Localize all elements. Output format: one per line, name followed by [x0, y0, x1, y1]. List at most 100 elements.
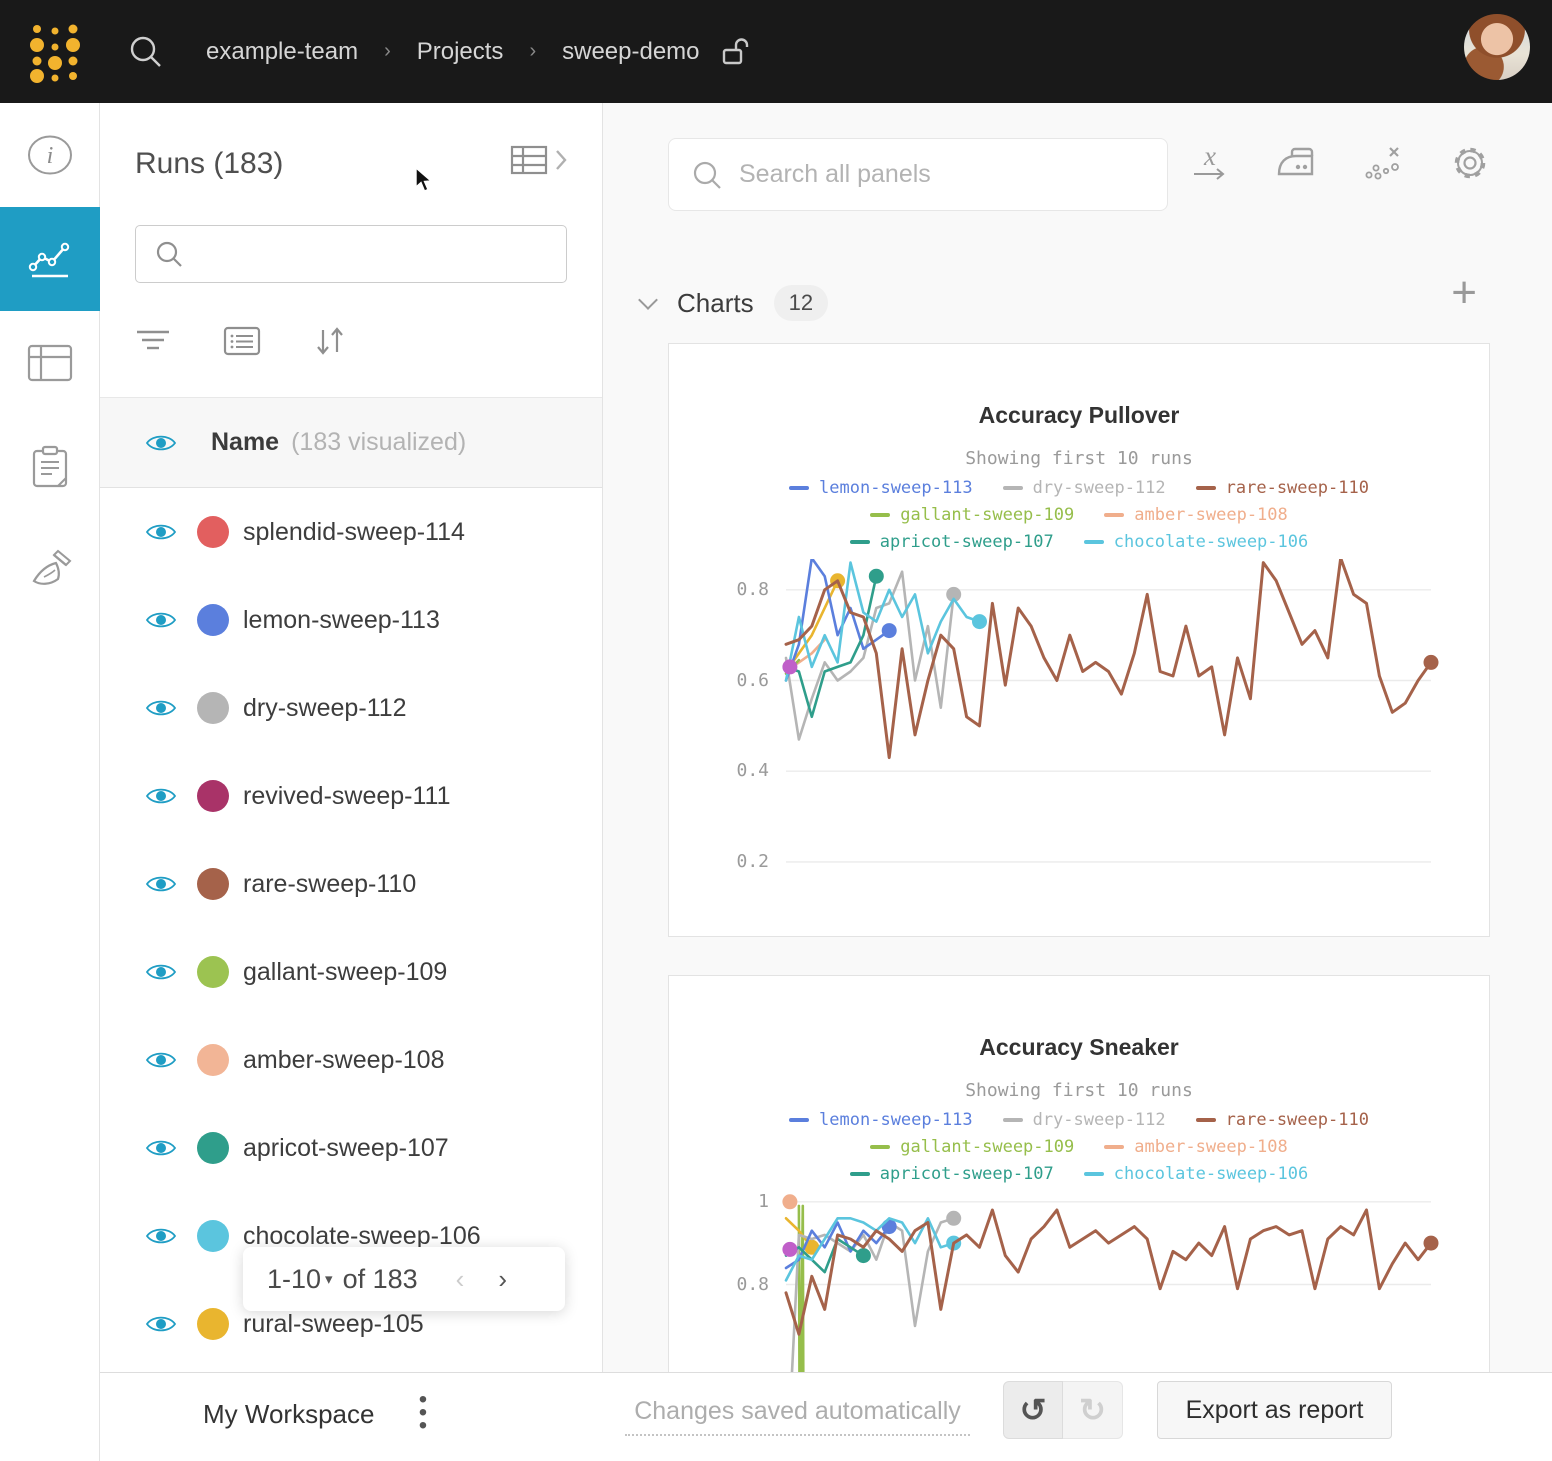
legend-item[interactable]: chocolate-sweep-106 [1083, 532, 1308, 552]
visibility-eye-icon[interactable] [145, 521, 177, 543]
legend-item[interactable]: amber-sweep-108 [1104, 1137, 1288, 1157]
panel-search-box[interactable] [668, 138, 1168, 211]
visibility-eye-icon[interactable] [145, 1049, 177, 1071]
search-icon[interactable] [128, 34, 164, 70]
visibility-all-eye-icon[interactable] [145, 432, 177, 454]
run-name[interactable]: amber-sweep-108 [243, 1045, 445, 1074]
chevron-down-icon[interactable] [638, 290, 658, 310]
legend-item[interactable]: lemon-sweep-113 [789, 478, 973, 498]
runs-header-name[interactable]: Name [211, 428, 280, 456]
visibility-eye-icon[interactable] [145, 521, 177, 543]
legend-item[interactable]: dry-sweep-112 [1002, 1110, 1166, 1130]
legend-item[interactable]: apricot-sweep-107 [849, 1164, 1054, 1184]
run-name[interactable]: dry-sweep-112 [243, 693, 407, 722]
run-name[interactable]: rare-sweep-110 [243, 869, 417, 898]
rail-item-notes[interactable] [0, 415, 100, 519]
legend-item[interactable]: rare-sweep-110 [1195, 478, 1369, 498]
run-name[interactable]: chocolate-sweep-106 [243, 1221, 481, 1250]
run-row[interactable]: rare-sweep-110 [100, 840, 602, 928]
runs-table-toggle-button[interactable] [510, 145, 568, 175]
filter-icon[interactable] [135, 328, 171, 354]
undo-button[interactable]: ↺ [1003, 1381, 1063, 1439]
rail-item-sweeps[interactable] [0, 519, 100, 623]
rail-item-tables[interactable] [0, 311, 100, 415]
visibility-eye-icon[interactable] [145, 697, 177, 719]
workspace-bottom-bar: My Workspace • • • Changes saved automatic… [100, 1372, 1552, 1461]
redo-button[interactable]: ↻ [1063, 1381, 1123, 1439]
run-name[interactable]: apricot-sweep-107 [243, 1133, 449, 1162]
run-name[interactable]: splendid-sweep-114 [243, 517, 465, 546]
breadcrumb-project[interactable]: sweep-demo [562, 37, 700, 65]
visibility-eye-icon[interactable] [145, 1313, 177, 1335]
chart-panel-accuracy-pullover[interactable]: Accuracy Pullover Showing first 10 runs le… [668, 343, 1490, 937]
sort-icon[interactable] [313, 326, 347, 356]
legend-item[interactable]: chocolate-sweep-106 [1083, 1164, 1308, 1184]
visibility-eye-icon[interactable] [145, 1225, 177, 1247]
breadcrumb-projects[interactable]: Projects [416, 37, 504, 65]
run-row[interactable]: lemon-sweep-113 [100, 576, 602, 664]
wandb-logo-icon[interactable] [25, 21, 83, 83]
rail-item-info[interactable]: i [0, 103, 100, 207]
rail-item-charts[interactable] [0, 207, 100, 311]
smoothing-iron-icon[interactable] [1276, 146, 1318, 180]
search-icon [156, 241, 182, 267]
chart-plot[interactable] [669, 559, 1490, 923]
visibility-eye-icon[interactable] [145, 609, 177, 631]
settings-gear-icon[interactable] [1450, 143, 1490, 183]
run-name[interactable]: rural-sweep-105 [243, 1309, 424, 1338]
legend-item[interactable]: dry-sweep-112 [1002, 478, 1166, 498]
pagination-range-dropdown[interactable]: 1-10 [267, 1263, 322, 1294]
visibility-eye-icon[interactable] [145, 1225, 177, 1247]
runs-search-input[interactable] [198, 241, 558, 267]
visibility-eye-icon[interactable] [145, 697, 177, 719]
run-row[interactable]: apricot-sweep-107 [100, 1104, 602, 1192]
run-name[interactable]: lemon-sweep-113 [243, 605, 440, 634]
panel-search-input[interactable] [739, 160, 1139, 189]
runs-search-box[interactable] [135, 225, 567, 283]
visibility-eye-icon[interactable] [145, 609, 177, 631]
run-row[interactable]: gallant-sweep-109 [100, 928, 602, 1016]
visibility-eye-icon[interactable] [145, 961, 177, 983]
visibility-eye-icon[interactable] [145, 1313, 177, 1335]
run-row[interactable]: revived-sweep-111 [100, 752, 602, 840]
visibility-eye-icon[interactable] [145, 785, 177, 807]
legend-item[interactable]: rare-sweep-110 [1195, 1110, 1369, 1130]
run-row[interactable]: amber-sweep-108 [100, 1016, 602, 1104]
legend-item[interactable]: gallant-sweep-109 [870, 505, 1074, 525]
legend-item[interactable]: gallant-sweep-109 [870, 1137, 1074, 1157]
line-chart-icon [28, 242, 70, 278]
visibility-eye-icon[interactable] [145, 1137, 177, 1159]
charts-section-header[interactable]: Charts 12 [638, 281, 1521, 325]
visibility-eye-icon[interactable] [145, 873, 177, 895]
visibility-eye-icon[interactable] [145, 1049, 177, 1071]
run-row[interactable]: chocolate-sweep-106 [100, 1192, 602, 1280]
kebab-menu-icon[interactable]: • • • [418, 1386, 428, 1439]
legend-item[interactable]: apricot-sweep-107 [849, 532, 1054, 552]
run-row[interactable]: dry-sweep-112 [100, 664, 602, 752]
chart-panel-accuracy-sneaker[interactable]: Accuracy Sneaker Showing first 10 runs lem… [668, 975, 1490, 1405]
export-report-button[interactable]: Export as report [1157, 1381, 1392, 1439]
add-panel-button[interactable]: + [1451, 268, 1477, 317]
visibility-eye-icon[interactable] [145, 961, 177, 983]
pagination-prev-button[interactable]: ‹ [455, 1263, 465, 1294]
run-name[interactable]: revived-sweep-111 [243, 781, 451, 810]
chart-plot[interactable] [669, 1191, 1490, 1405]
breadcrumb-team[interactable]: example-team [206, 37, 359, 65]
group-list-icon[interactable] [223, 326, 261, 356]
caret-down-icon[interactable]: ▾ [325, 1271, 333, 1288]
legend-item[interactable]: lemon-sweep-113 [789, 1110, 973, 1130]
visibility-eye-icon[interactable] [145, 1137, 177, 1159]
run-row[interactable]: splendid-sweep-114 [100, 488, 602, 576]
run-row[interactable]: rural-sweep-105 [100, 1280, 602, 1368]
remove-outliers-icon[interactable] [1364, 144, 1404, 182]
pagination-next-button[interactable]: › [498, 1263, 507, 1294]
visibility-eye-icon[interactable] [145, 873, 177, 895]
workspace-title[interactable]: My Workspace [203, 1399, 375, 1429]
visibility-eye-icon[interactable] [145, 785, 177, 807]
visibility-eye-icon[interactable] [145, 432, 177, 454]
run-name[interactable]: gallant-sweep-109 [243, 957, 448, 986]
x-axis-settings-icon[interactable]: x [1190, 143, 1230, 181]
legend-item[interactable]: amber-sweep-108 [1104, 505, 1288, 525]
y-axis-tick-label: 1 [758, 1191, 769, 1212]
avatar[interactable] [1464, 14, 1530, 80]
